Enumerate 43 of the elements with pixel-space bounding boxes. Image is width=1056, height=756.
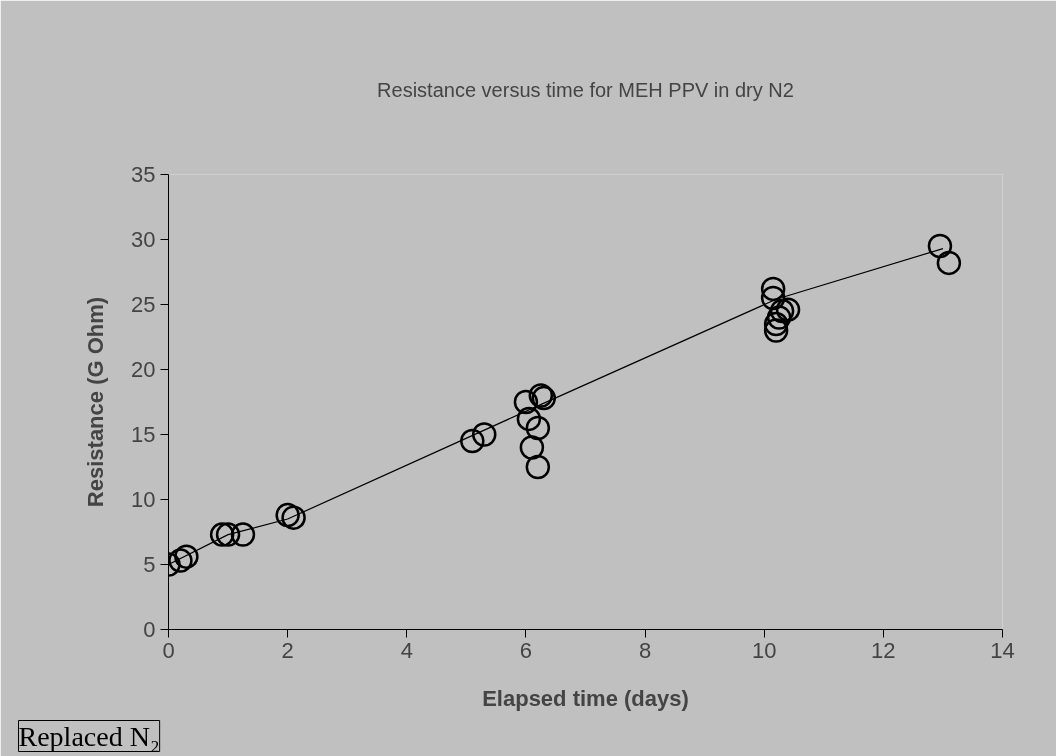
y-tick-label: 20 [131, 357, 156, 382]
point [936, 250, 962, 276]
x-tick-label: 2 [281, 637, 294, 663]
point [513, 389, 539, 415]
y-tick-label: 0 [143, 617, 156, 642]
y-tick-label: 25 [131, 292, 156, 317]
x-tick-label: 6 [519, 637, 533, 663]
y-tick-label: 30 [131, 227, 156, 252]
point [760, 276, 786, 302]
point [519, 435, 545, 460]
point [760, 285, 786, 311]
x-tick-label: 10 [751, 637, 777, 663]
point [525, 415, 551, 441]
x-tick-label: 4 [400, 637, 413, 663]
point [460, 428, 485, 454]
y-tick-label: 15 [131, 422, 156, 447]
point [516, 406, 542, 432]
point [927, 233, 953, 259]
point [209, 522, 235, 547]
point [215, 522, 241, 547]
y-tick-label: 5 [143, 552, 156, 577]
text: Replaced N₂ [18, 720, 160, 752]
point [763, 318, 789, 343]
x-tick-label: 14 [990, 637, 1015, 663]
y-tick-label: 10 [131, 487, 156, 512]
point [775, 297, 801, 322]
y-axis-title: Resistance (G Ohm) [83, 296, 109, 508]
point [766, 305, 792, 330]
point [769, 298, 795, 324]
point [763, 311, 789, 337]
x-axis-title: Elapsed time (days) [482, 685, 689, 711]
x-tick-label: 0 [162, 637, 175, 663]
y-tick-label: 35 [131, 162, 156, 187]
point [230, 522, 256, 547]
point [168, 548, 193, 573]
point [471, 422, 497, 447]
chart-title: Resistance versus time for MEH PPV in dry N2 [377, 78, 794, 101]
x-tick-label: 8 [638, 637, 652, 663]
x-tick-label: 12 [871, 637, 896, 663]
point [281, 505, 306, 530]
point [174, 544, 199, 569]
point [275, 502, 300, 528]
point [525, 454, 551, 480]
